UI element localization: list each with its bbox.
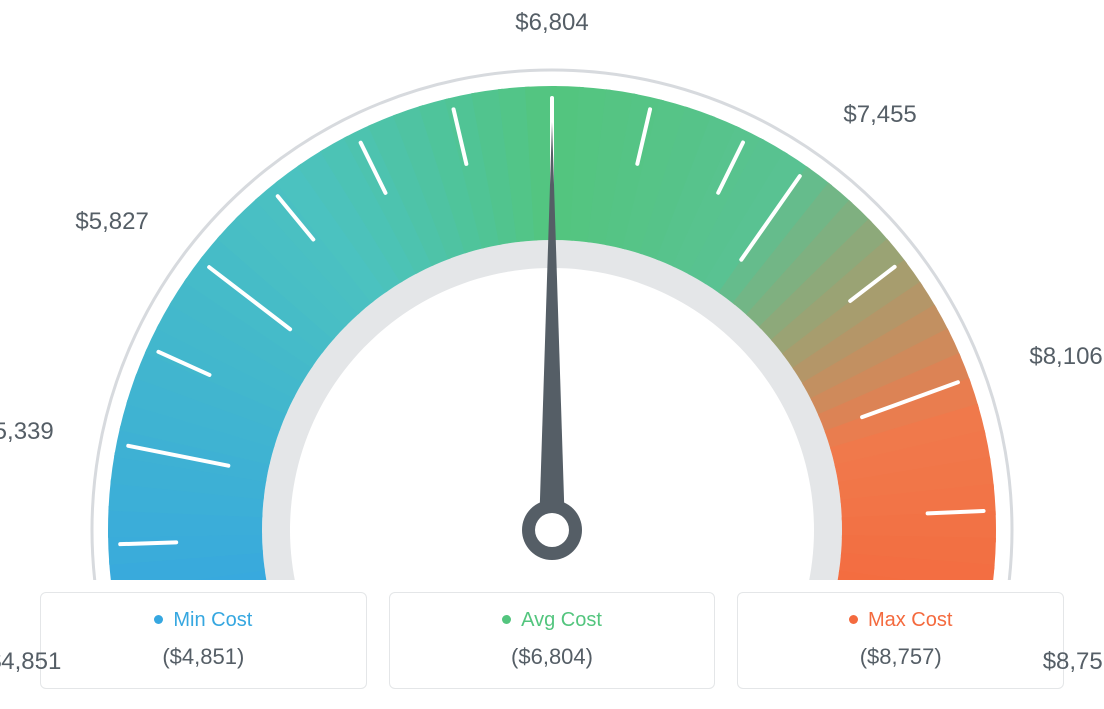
legend-avg-box: Avg Cost ($6,804)	[389, 592, 716, 689]
legend-min-title: Min Cost	[51, 609, 356, 632]
legend-max-title: Max Cost	[748, 609, 1053, 632]
legend-max-box: Max Cost ($8,757)	[737, 592, 1064, 689]
legend-avg-value: ($6,804)	[400, 644, 705, 670]
cost-gauge: $4,851$5,339$5,827$6,804$7,455$8,106$8,7…	[42, 20, 1062, 580]
legend-min-box: Min Cost ($4,851)	[40, 592, 367, 689]
gauge-tick-label: $8,106	[1029, 343, 1102, 371]
gauge-tick-label: $6,804	[515, 9, 588, 37]
legend-max-value: ($8,757)	[748, 644, 1053, 670]
gauge-tick-label: $5,827	[75, 208, 148, 236]
gauge-tick-label: $4,851	[0, 648, 61, 676]
gauge-tick-label: $5,339	[0, 418, 54, 446]
gauge-tick-label: $7,455	[843, 101, 916, 129]
legend-row: Min Cost ($4,851) Avg Cost ($6,804) Max …	[40, 592, 1064, 689]
gauge-tick-label: $8,757	[1043, 648, 1104, 676]
legend-min-value: ($4,851)	[51, 644, 356, 670]
legend-avg-title: Avg Cost	[400, 609, 705, 632]
